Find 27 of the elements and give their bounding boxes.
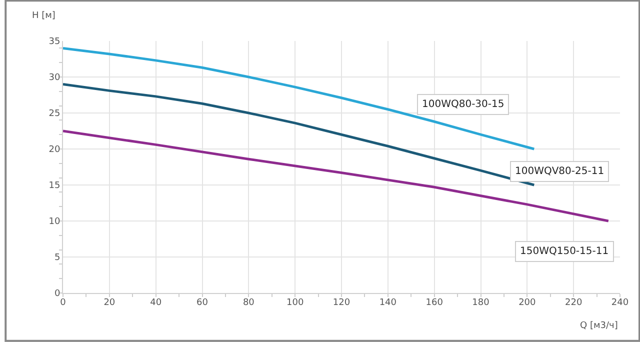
x-tick-label: 100	[286, 298, 304, 308]
y-tick-label: 20	[48, 145, 60, 156]
x-tick-label: 80	[242, 298, 255, 308]
text: 150WQ150-15-11	[520, 246, 609, 257]
y-tick-label: 30	[48, 73, 60, 84]
series-label: 100WQ80-30-15	[422, 99, 504, 110]
line-series	[63, 130, 610, 222]
x-tick-label: 140	[379, 298, 397, 308]
x-tick-label: 120	[332, 298, 350, 308]
y-axis-title: H [м]	[32, 11, 56, 21]
x-tick-label: 240	[611, 298, 629, 308]
x-axis-title: Q [м3/ч]	[580, 321, 618, 331]
x-tick-label: 200	[518, 298, 536, 308]
y-tick-label: 25	[48, 109, 60, 120]
y-tick-label: 5	[54, 253, 60, 264]
x-tick-label: 180	[472, 298, 490, 308]
x-tick-label: 40	[150, 298, 162, 308]
y-tick-label: 10	[48, 217, 60, 228]
y-tick-label: 0	[54, 289, 60, 300]
x-tick-label: 20	[104, 298, 116, 308]
x-tick-label: 220	[564, 298, 582, 308]
line-series	[63, 46, 536, 150]
x-tick-label: 60	[196, 298, 208, 308]
x-tick-label: 160	[426, 298, 444, 308]
y-tick-label: 35	[48, 37, 60, 48]
series-label: 100WQV80-25-11	[515, 166, 604, 177]
y-tick-label: 15	[48, 181, 60, 192]
